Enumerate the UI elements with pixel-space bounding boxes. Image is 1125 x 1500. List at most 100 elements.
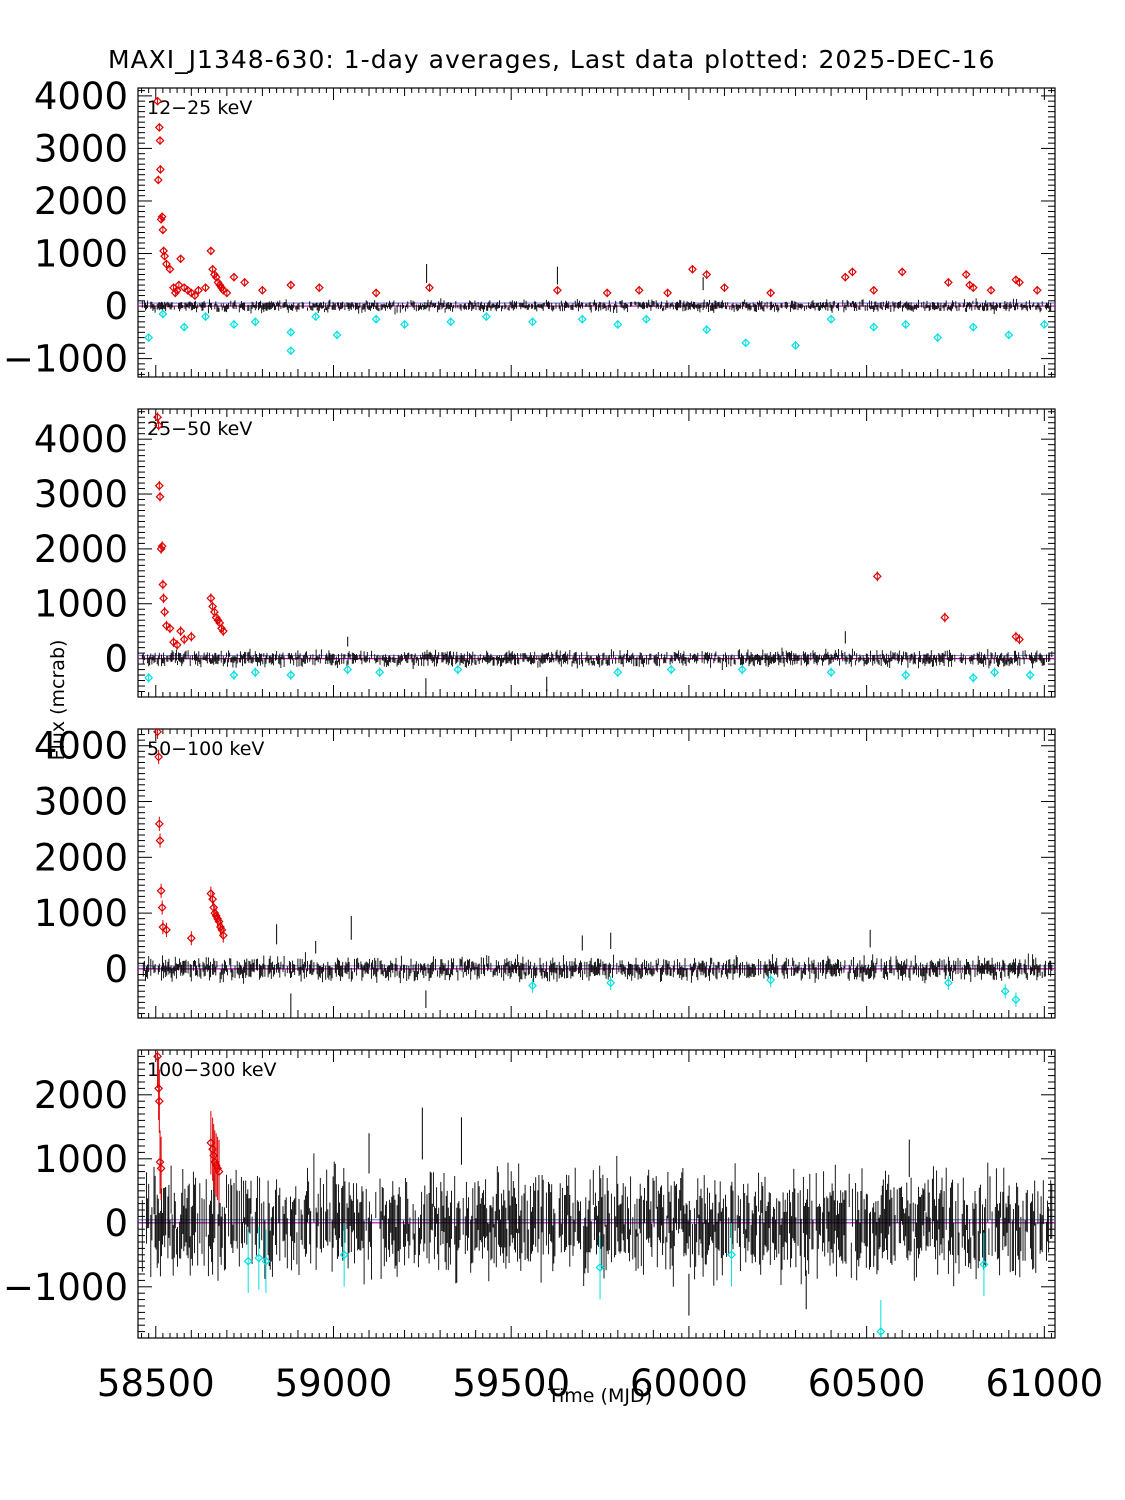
high-point xyxy=(154,421,164,430)
high-point xyxy=(206,246,216,256)
x-tick-label: 61000 xyxy=(985,1362,1103,1405)
high-point xyxy=(943,277,953,287)
low-point xyxy=(179,322,189,332)
high-point xyxy=(961,270,971,279)
high-point xyxy=(176,626,186,636)
low-point xyxy=(702,325,712,335)
low-point xyxy=(243,1256,253,1266)
x-tick-label: 60000 xyxy=(630,1362,748,1405)
band-label: 100−300 keV xyxy=(147,1059,277,1081)
high-point xyxy=(663,288,673,298)
noise-errorbars xyxy=(141,298,1052,315)
panel-3: 0 1000 2000 3000 4000 50−100 keV xyxy=(34,725,1056,1019)
low-point xyxy=(666,665,676,675)
x-tick-label: 60500 xyxy=(808,1362,926,1405)
high-point xyxy=(257,285,267,295)
low-point xyxy=(1025,670,1035,680)
high-point xyxy=(634,285,644,295)
high-point xyxy=(940,613,950,622)
y-tick-label: 2000 xyxy=(34,180,128,223)
low-point xyxy=(144,673,154,683)
high-point xyxy=(154,481,164,491)
low-point xyxy=(979,1259,989,1269)
high-point xyxy=(154,1096,164,1106)
low-point xyxy=(261,1256,271,1266)
high-point xyxy=(213,277,223,287)
panel-4: −1000 0 1000 2000 100−300 keV xyxy=(3,1049,1056,1339)
y-tick-label: 2000 xyxy=(34,1074,128,1117)
high-point xyxy=(1011,275,1021,285)
y-tick-label: 1000 xyxy=(34,233,128,276)
low-point xyxy=(741,338,751,348)
high-point xyxy=(720,283,729,293)
high-point xyxy=(1015,634,1024,644)
high-point xyxy=(190,291,200,301)
low-point xyxy=(254,1253,264,1263)
y-tick-label: 2000 xyxy=(34,528,128,571)
high-point xyxy=(965,280,975,290)
high-point xyxy=(155,492,165,502)
high-point xyxy=(174,280,184,290)
noise-errorbars xyxy=(141,1153,1053,1287)
high-point xyxy=(179,283,189,293)
low-point xyxy=(144,333,154,343)
low-point xyxy=(375,667,385,677)
high-point xyxy=(183,285,193,295)
low-point xyxy=(286,327,296,337)
low-point xyxy=(286,346,296,356)
high-point xyxy=(155,136,165,145)
high-point xyxy=(222,288,232,298)
high-point xyxy=(176,254,186,264)
x-tick-labels: 58500 59000 59500 60000 60500 61000 xyxy=(97,1362,1103,1405)
noise-series xyxy=(142,952,1053,984)
high-point xyxy=(159,246,169,256)
panel-2: 0 1000 2000 3000 4000 25−50 keV xyxy=(34,408,1056,698)
low-point xyxy=(737,665,747,675)
low-point xyxy=(339,1250,349,1260)
low-point xyxy=(158,309,168,319)
low-point xyxy=(968,673,978,683)
panel-frame xyxy=(137,87,1056,378)
high-point xyxy=(552,285,562,295)
y-tick-label: 4000 xyxy=(34,725,128,768)
high-point xyxy=(155,164,165,174)
low-point xyxy=(528,981,537,991)
low-point xyxy=(990,667,1000,677)
band-label: 12−25 keV xyxy=(147,97,252,119)
y-tick-label: 4000 xyxy=(34,418,128,461)
high-point xyxy=(216,922,225,932)
high-point xyxy=(154,122,164,132)
band-label: 25−50 keV xyxy=(147,418,252,440)
high-point xyxy=(209,270,219,279)
high-point xyxy=(186,632,196,642)
high-point xyxy=(161,925,171,935)
high-point xyxy=(179,634,189,644)
high-point xyxy=(186,933,196,943)
low-point xyxy=(311,312,321,322)
plot-area xyxy=(138,1050,1055,1338)
low-point xyxy=(481,312,491,322)
high-point xyxy=(1032,285,1042,295)
high-point xyxy=(157,903,167,912)
high-point xyxy=(155,836,165,846)
y-tick-label: 3000 xyxy=(34,127,128,170)
low-point xyxy=(229,670,239,680)
y-tick-label: −1000 xyxy=(3,338,128,381)
low-point xyxy=(528,317,537,327)
high-point xyxy=(153,729,162,737)
low-point xyxy=(400,320,410,329)
x-tick-label: 58500 xyxy=(97,1362,215,1405)
high-point xyxy=(157,212,167,222)
y-tick-label: 3000 xyxy=(34,473,128,516)
y-tick-label: 1000 xyxy=(34,1138,128,1181)
high-point xyxy=(602,288,612,298)
panels: −1000 0 1000 2000 3000 4000 12−25 keV 0 1000 2000… xyxy=(3,75,1056,1339)
low-point xyxy=(343,665,353,675)
high-point xyxy=(847,267,857,277)
high-point xyxy=(193,285,203,295)
high-point xyxy=(206,593,216,603)
band-label: 50−100 keV xyxy=(147,738,264,760)
high-point xyxy=(217,623,226,633)
high-point xyxy=(153,175,163,185)
